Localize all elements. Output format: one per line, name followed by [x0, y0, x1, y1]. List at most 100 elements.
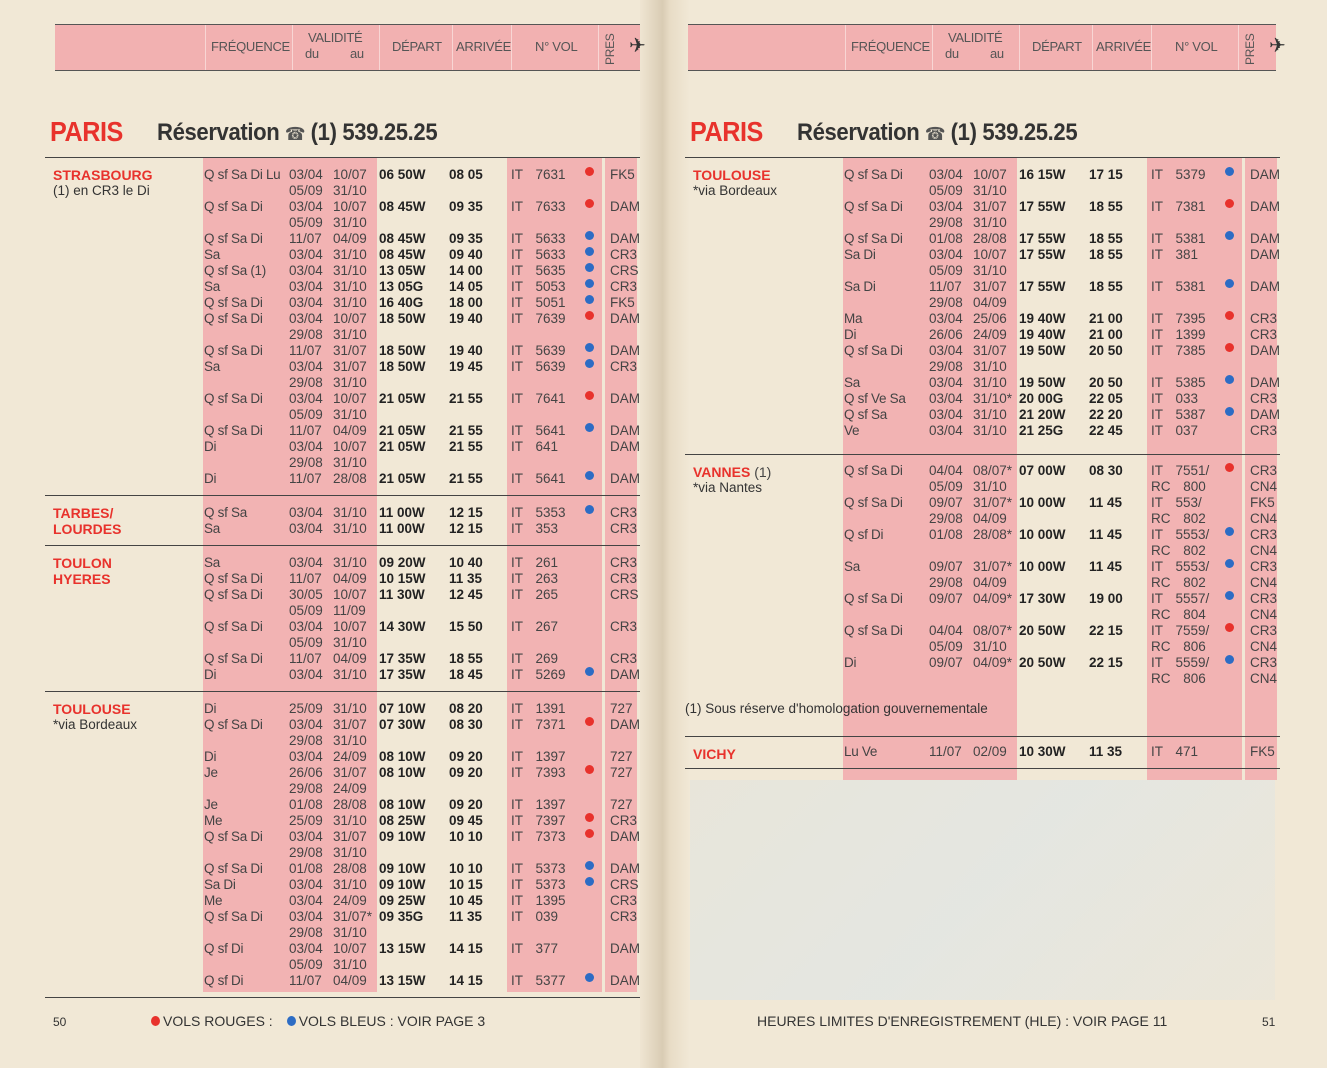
flight-row: Q sf Sa Di 03/04 10/07 16 15W 17 15 IT 5379 DA… — [685, 167, 1280, 183]
header-pres: PRES — [1243, 33, 1257, 65]
departure-time: 08 10W — [379, 797, 426, 812]
valid-from: 09/07 — [929, 559, 963, 574]
frequency: Je — [204, 797, 218, 812]
valid-to: 31/10 — [333, 667, 367, 682]
frequency: Di — [204, 471, 217, 486]
arrival-time: 22 15 — [1089, 655, 1123, 670]
aircraft: DAM — [610, 391, 640, 406]
flight-row: 29/08 24/09 — [45, 781, 640, 797]
aircraft: DAM — [610, 973, 640, 988]
aircraft: DAM — [610, 439, 640, 454]
arrival-time: 09 35 — [449, 231, 483, 246]
arrival-time: 18 55 — [1089, 199, 1123, 214]
flight-row: Q sf Sa Di 11/07 04/09 21 05W 21 55 IT 5641 DA… — [45, 423, 640, 439]
header-depart: DÉPART — [392, 39, 442, 54]
valid-to: 28/08* — [973, 527, 1013, 542]
flight-row: Di 11/07 28/08 21 05W 21 55 IT 5641 DAM — [45, 471, 640, 487]
departure-time: 08 45W — [379, 199, 426, 214]
header-frequence: FRÉQUENCE — [211, 39, 290, 54]
arrival-time: 18 45 — [449, 667, 483, 682]
flight-row: 05/09 31/10 — [45, 957, 640, 973]
valid-to: 31/10 — [973, 375, 1007, 390]
blue-flight-dot-icon — [585, 505, 594, 514]
valid-from: 03/04 — [289, 619, 323, 634]
valid-to: 31/10 — [333, 295, 367, 310]
arrival-time: 09 20 — [449, 749, 483, 764]
flight-row: Q sf Sa Di 03/04 10/07 21 05W 21 55 IT 7641 DA… — [45, 391, 640, 407]
blue-flight-dot-icon — [585, 343, 594, 352]
valid-from: 11/07 — [289, 471, 322, 486]
destination-section: TOULON HYERES Sa 03/04 31/10 09 20W 10 40 IT 2… — [45, 546, 640, 692]
valid-from: 03/04 — [929, 407, 963, 422]
flight-row: 29/08 31/10 — [45, 845, 640, 861]
frequency: Di — [844, 327, 857, 342]
reservation-phone: (1) 539.25.25 — [950, 119, 1078, 146]
arrival-time: 22 45 — [1089, 423, 1123, 438]
arrival-time: 09 20 — [449, 797, 483, 812]
valid-to: 31/10 — [333, 183, 367, 198]
flight-number: IT 377 — [511, 941, 559, 956]
flight-number: IT 5641 — [511, 423, 566, 438]
aircraft: CR3 — [610, 359, 638, 374]
flight-row: 29/08 04/09 RC 802 CN4 — [685, 511, 1280, 527]
red-flight-dot-icon — [585, 717, 594, 726]
destination-name: VICHY — [693, 746, 736, 762]
blue-flight-dot-icon — [585, 279, 594, 288]
aircraft: CR3 — [610, 521, 638, 536]
flight-number: IT 5385 — [1151, 375, 1206, 390]
blue-flight-dot-icon — [585, 877, 594, 886]
flight-row: 05/09 31/10 — [685, 263, 1280, 279]
flight-row: Me 03/04 24/09 09 25W 10 45 IT 1395 CR3 — [45, 893, 640, 909]
red-flight-dot-icon — [1225, 199, 1234, 208]
valid-to: 31/10 — [333, 505, 367, 520]
valid-from: 01/08 — [929, 231, 963, 246]
valid-from: 26/06 — [929, 327, 963, 342]
red-flight-dot-icon — [585, 199, 594, 208]
flight-row: Sa 09/07 31/07* 10 00W 11 45 IT 5553/CR3 — [685, 559, 1280, 575]
aircraft: DAM — [1250, 231, 1280, 246]
frequency: Q sf Sa Di — [204, 391, 263, 406]
valid-from: 29/08 — [929, 215, 963, 230]
aircraft: CN4 — [1250, 575, 1278, 590]
blue-flight-dot-icon — [1225, 231, 1234, 240]
frequency: Q sf Sa Di — [204, 423, 263, 438]
valid-to: 31/07 — [333, 343, 367, 358]
frequency: Me — [204, 893, 223, 908]
column-divider — [511, 25, 512, 70]
flight-number: IT 7551/ — [1151, 463, 1210, 478]
valid-to: 10/07 — [973, 247, 1007, 262]
aircraft: DAM — [610, 423, 640, 438]
frequency: Q sf Sa Di — [844, 343, 903, 358]
flight-row: 05/09 31/10 RC 806 CN4 — [685, 639, 1280, 655]
pink-column-band — [843, 158, 1017, 780]
arrival-time: 09 40 — [449, 247, 483, 262]
departure-time: 17 55W — [1019, 279, 1066, 294]
destination-name: TARBES/ LOURDES — [53, 505, 122, 537]
frequency: Sa — [844, 375, 860, 390]
flight-number: IT 7371 — [511, 717, 566, 732]
flight-row: Q sf Sa Di 11/07 04/09 17 35W 18 55 IT 269 CR3 — [45, 651, 640, 667]
frequency: Q sf Sa Di — [204, 199, 263, 214]
valid-from: 03/04 — [289, 167, 323, 182]
flight-row: 05/09 31/10 — [45, 183, 640, 199]
frequency: Q sf Sa Di — [844, 231, 903, 246]
aircraft: CR3 — [1250, 391, 1278, 406]
departure-time: 19 40W — [1019, 327, 1066, 342]
frequency: Di — [204, 667, 217, 682]
frequency: Q sf Ve Sa — [844, 391, 906, 406]
valid-from: 01/08 — [929, 527, 963, 542]
valid-from: 03/04 — [929, 167, 963, 182]
aircraft: DAM — [1250, 199, 1280, 214]
flight-row: Sa 03/04 31/10 11 00W 12 15 IT 353 CR3 — [45, 521, 640, 537]
flight-row: Q sf Sa Di 11/07 04/09 08 45W 09 35 IT 5633 DA… — [45, 231, 640, 247]
timetable: TOULOUSE *via Bordeaux Q sf Sa Di 03/04 10/0… — [685, 157, 1280, 769]
departure-time: 21 20W — [1019, 407, 1066, 422]
destination-footnote-ref: (1) — [750, 464, 772, 480]
arrival-time: 10 10 — [449, 861, 483, 876]
aircraft: 727 — [610, 749, 633, 764]
destination-note: *via Bordeaux — [693, 183, 778, 198]
valid-to: 24/09 — [333, 893, 367, 908]
flight-row: Sa 03/04 31/10 19 50W 20 50 IT 5385 DAM — [685, 375, 1280, 391]
destination-name: STRASBOURG — [53, 167, 153, 183]
page-number: 50 — [53, 1015, 67, 1029]
